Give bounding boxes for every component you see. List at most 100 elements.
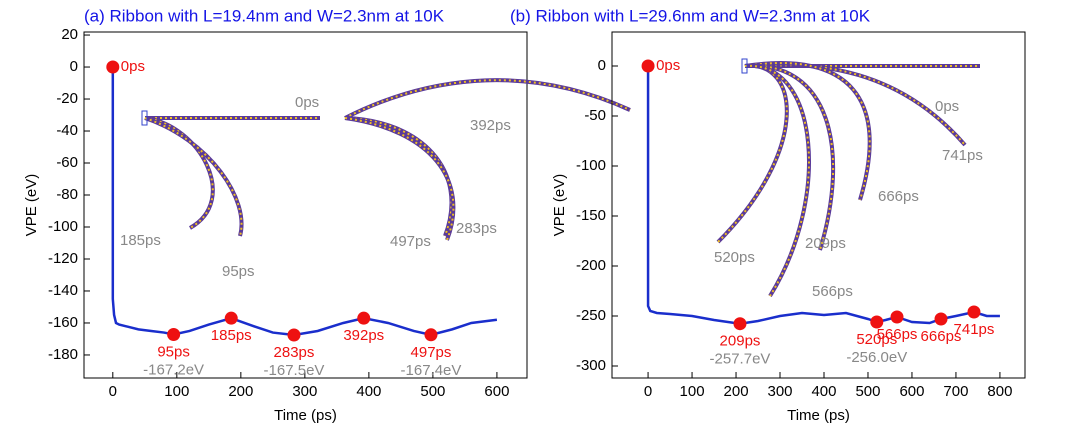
inset-label: 666ps xyxy=(878,188,919,205)
marker-time-label: 0ps xyxy=(121,58,145,75)
inset-label: 95ps xyxy=(222,263,255,280)
x-axis-label: Time (ps) xyxy=(274,407,337,424)
inset-label: 497ps xyxy=(390,233,431,250)
marker xyxy=(934,312,948,326)
ribbon-end xyxy=(741,58,748,74)
chart-title: (b) Ribbon with L=29.6nm and W=2.3nm at … xyxy=(510,6,871,25)
inset-label: 185ps xyxy=(120,232,161,249)
marker-energy-label: -256.0eV xyxy=(846,349,907,366)
y-axis-label: VPE (eV) xyxy=(551,174,568,237)
marker xyxy=(287,328,301,342)
x-tick-label: 600 xyxy=(484,383,509,400)
y-tick-label: 0 xyxy=(598,57,606,74)
y-axis-label: VPE (eV) xyxy=(23,174,40,237)
plot-frame xyxy=(611,31,1026,379)
ribbon-inset-stripe xyxy=(144,117,243,237)
marker xyxy=(167,327,181,341)
inset-label: 0ps xyxy=(295,94,319,111)
x-tick-label: 100 xyxy=(680,383,705,400)
x-tick-label: 300 xyxy=(767,383,792,400)
y-tick-label: -50 xyxy=(584,107,606,124)
marker xyxy=(224,311,238,325)
marker-time-label: 497ps xyxy=(411,344,452,361)
inset-label: 0ps xyxy=(935,98,959,115)
ribbon-inset-stripe xyxy=(744,62,871,201)
ribbon-inset-stripe xyxy=(344,79,631,119)
y-tick-label: -60 xyxy=(56,154,78,171)
x-tick-label: 600 xyxy=(899,383,924,400)
inset-label: 209ps xyxy=(805,235,846,252)
y-tick-label: -120 xyxy=(48,250,78,267)
inset-label: 741ps xyxy=(942,147,983,164)
marker xyxy=(641,59,655,73)
marker-time-label: 209ps xyxy=(720,333,761,350)
chart-title: (a) Ribbon with L=19.4nm and W=2.3nm at … xyxy=(84,6,445,25)
marker-time-label: 283ps xyxy=(274,344,315,361)
marker-time-label: 392ps xyxy=(343,327,384,344)
x-tick-label: 400 xyxy=(356,383,381,400)
marker-energy-label: -167.2eV xyxy=(143,361,204,378)
y-tick-label: -180 xyxy=(48,346,78,363)
ribbon-inset-stripe xyxy=(344,117,453,237)
inset-label: 520ps xyxy=(714,249,755,266)
x-tick-label: 400 xyxy=(811,383,836,400)
ribbon-end xyxy=(141,110,148,126)
marker xyxy=(967,305,981,319)
marker-time-label: 0ps xyxy=(656,57,680,74)
x-tick-label: 300 xyxy=(292,383,317,400)
x-tick-label: 100 xyxy=(164,383,189,400)
y-tick-label: -250 xyxy=(576,307,606,324)
y-tick-label: -200 xyxy=(576,257,606,274)
marker-time-label: 95ps xyxy=(157,343,190,360)
inset-label: 283ps xyxy=(456,220,497,237)
y-tick-label: -100 xyxy=(576,157,606,174)
x-tick-label: 500 xyxy=(855,383,880,400)
x-tick-label: 0 xyxy=(109,383,117,400)
ribbon-inset-stripe xyxy=(144,117,214,229)
marker-time-label: 666ps xyxy=(921,328,962,345)
marker-time-label: 185ps xyxy=(211,327,252,344)
inset-label: 392ps xyxy=(470,117,511,134)
ribbon-inset-stripe xyxy=(344,117,455,241)
x-tick-label: 200 xyxy=(228,383,253,400)
marker xyxy=(106,60,120,74)
marker xyxy=(424,328,438,342)
inset-label: 566ps xyxy=(812,283,853,300)
marker-time-label: 520ps xyxy=(856,331,897,348)
plot-frame xyxy=(83,31,528,379)
marker-energy-label: -257.7eV xyxy=(710,351,771,368)
ribbon-inset-stripe xyxy=(744,64,810,297)
y-tick-label: -150 xyxy=(576,207,606,224)
x-tick-label: 500 xyxy=(420,383,445,400)
ribbon-inset xyxy=(144,116,244,237)
marker-energy-label: -167.4eV xyxy=(401,362,462,379)
y-tick-label: -20 xyxy=(56,90,78,107)
y-tick-label: -160 xyxy=(48,314,78,331)
y-tick-label: -40 xyxy=(56,122,78,139)
x-tick-label: 0 xyxy=(644,383,652,400)
marker xyxy=(733,317,747,331)
x-tick-label: 700 xyxy=(943,383,968,400)
y-tick-label: -80 xyxy=(56,186,78,203)
ribbon-inset-stripe xyxy=(717,64,788,243)
marker xyxy=(890,310,904,324)
x-tick-label: 200 xyxy=(724,383,749,400)
ribbon-inset xyxy=(716,63,789,244)
marker xyxy=(870,315,884,329)
y-tick-label: -140 xyxy=(48,282,78,299)
y-tick-label: -100 xyxy=(48,218,78,235)
marker-time-label: 566ps xyxy=(877,326,918,343)
y-tick-label: 20 xyxy=(61,26,78,43)
ribbon-inset xyxy=(344,116,454,237)
marker-time-label: 741ps xyxy=(954,321,995,338)
marker-energy-label: -167.5eV xyxy=(264,362,325,379)
x-tick-label: 800 xyxy=(987,383,1012,400)
y-tick-label: -300 xyxy=(576,357,606,374)
y-tick-label: 0 xyxy=(70,58,78,75)
x-axis-label: Time (ps) xyxy=(787,407,850,424)
ribbon-inset xyxy=(344,116,456,241)
marker xyxy=(357,311,371,325)
ribbon-inset-stripe xyxy=(744,64,835,251)
ribbon-inset xyxy=(744,63,836,251)
